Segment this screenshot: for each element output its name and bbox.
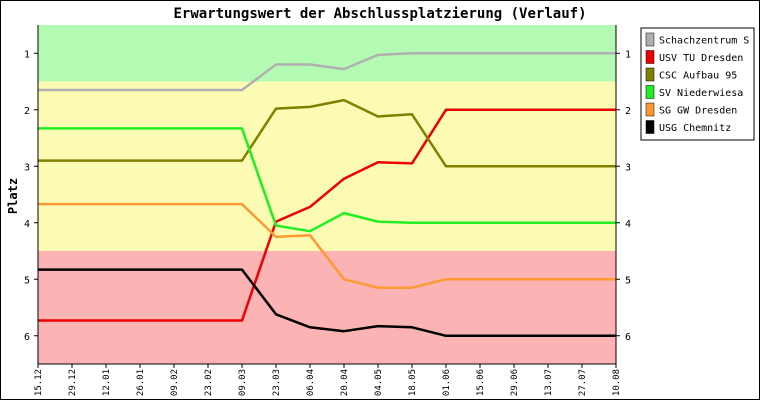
legend-box [640, 27, 755, 141]
x-tick-label: 13.07 [544, 369, 554, 396]
y-tick-label-right: 6 [625, 332, 631, 343]
x-tick-label: 10.08 [612, 369, 622, 396]
y-tick-label-right: 1 [625, 49, 631, 60]
x-tick-label: 27.07 [578, 369, 588, 396]
x-tick-label: 01.06 [442, 369, 452, 396]
x-tick-label: 23.03 [272, 369, 282, 396]
x-tick-label: 29.12 [68, 369, 78, 396]
x-tick-label: 29.06 [510, 369, 520, 396]
legend-swatch-0 [645, 32, 655, 47]
series-line-0 [38, 52, 616, 92]
y-tick-label-left: 6 [24, 332, 30, 343]
x-tick-label: 23.02 [204, 369, 214, 396]
legend-label-0: Schachzentrum S [659, 36, 749, 47]
y-tick-label-left: 1 [24, 49, 30, 60]
y-tick-label-left: 5 [24, 275, 30, 286]
x-tick-label: 20.04 [340, 369, 350, 396]
x-tick-label: 15.12 [34, 369, 44, 396]
x-tick-label: 04.05 [374, 369, 384, 396]
legend-label-3: SV Niederwiesa [659, 88, 743, 99]
legend-swatch-4 [645, 102, 655, 117]
x-tick-label: 18.05 [408, 369, 418, 396]
series-line-1 [38, 108, 616, 322]
series-line-4 [38, 202, 616, 289]
legend-swatch-2 [645, 67, 655, 82]
y-tick-label-left: 2 [24, 106, 30, 117]
zone-band-2 [38, 251, 616, 364]
legend-swatch-5 [645, 120, 655, 134]
series-line-5 [38, 268, 616, 338]
x-tick-label: 09.02 [170, 369, 180, 396]
legend-label-4: SG GW Dresden [659, 106, 737, 117]
y-tick-label-left: 3 [24, 162, 30, 173]
y-tick-label-right: 4 [625, 219, 631, 230]
legend-label-1: USV TU Dresden [659, 53, 743, 64]
x-tick-label: 15.06 [476, 369, 486, 396]
legend-label-5: USG Chemnitz [659, 123, 731, 134]
y-tick-label-left: 4 [24, 219, 30, 230]
y-tick-label-right: 2 [625, 106, 631, 117]
x-tick-label: 09.03 [238, 369, 248, 396]
y-tick-label-right: 5 [625, 275, 631, 286]
y-axis-label: Platz [6, 178, 20, 214]
x-tick-label: 26.01 [136, 369, 146, 396]
x-tick-label: 06.04 [306, 369, 316, 396]
legend-swatch-1 [645, 50, 655, 64]
series-line-3 [38, 127, 616, 233]
x-tick-label: 12.01 [102, 369, 112, 396]
y-tick-label-right: 3 [625, 162, 631, 173]
series-line-2 [38, 98, 616, 168]
chart-title: Erwartungswert der Abschlussplatzierung … [173, 6, 586, 22]
legend-swatch-3 [645, 85, 655, 99]
legend-label-2: CSC Aufbau 95 [659, 71, 737, 82]
